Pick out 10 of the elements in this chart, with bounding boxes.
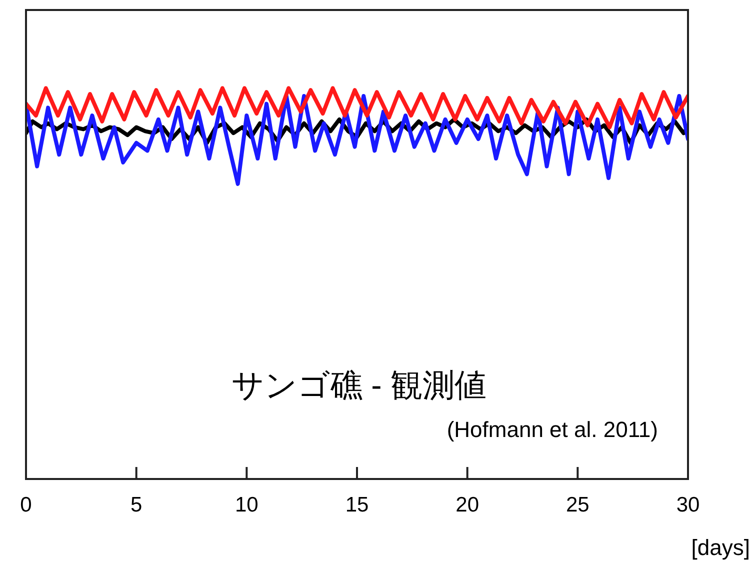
x-tick-label: 20 — [456, 493, 480, 516]
x-tick-label: 5 — [130, 493, 142, 516]
x-tick-label: 30 — [676, 493, 700, 516]
x-tick-label: 25 — [566, 493, 590, 516]
x-tick-label: 10 — [234, 493, 258, 516]
annotation: (Hofmann et al. 2011) — [446, 417, 658, 442]
x-axis-title: [days] — [691, 535, 750, 560]
x-tick-label: 15 — [345, 493, 369, 516]
x-tick-label: 0 — [20, 493, 32, 516]
annotation: サンゴ礁 - 観測値 — [231, 366, 487, 403]
